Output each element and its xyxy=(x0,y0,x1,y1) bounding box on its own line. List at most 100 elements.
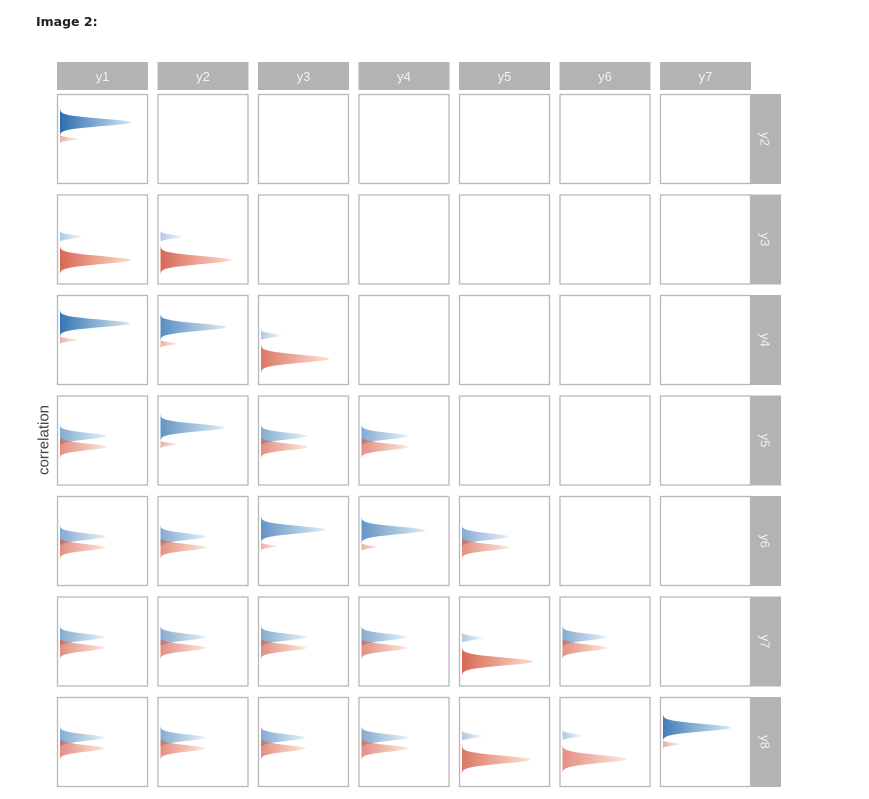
panel-y5-y7 xyxy=(659,395,752,486)
panel-y3-y4 xyxy=(358,194,450,285)
col-label: y1 xyxy=(96,69,110,84)
density-positive xyxy=(160,517,207,545)
density-negative xyxy=(361,438,409,467)
density-negative xyxy=(462,739,531,774)
row-strip-y6 xyxy=(750,496,781,586)
panel-y3-y6 xyxy=(559,194,651,285)
row-label: y2 xyxy=(758,132,773,146)
col-label: y5 xyxy=(498,69,512,84)
row-strip-y2 xyxy=(750,94,781,184)
density-positive xyxy=(160,617,207,646)
row-strip-y5 xyxy=(750,395,781,486)
panel-y6-y3 xyxy=(257,495,350,587)
density-tail xyxy=(462,626,484,643)
density-positive xyxy=(361,416,409,445)
density-negative xyxy=(160,239,232,274)
row-label: y5 xyxy=(758,434,773,448)
row-label: y7 xyxy=(758,635,773,649)
panel-y5-y2 xyxy=(157,395,249,486)
panel-y8-y7 xyxy=(659,696,752,788)
panel-y2-y4 xyxy=(358,93,450,185)
panel-y4-y5 xyxy=(458,294,551,386)
density-positive xyxy=(361,512,426,544)
panel-y8-y6 xyxy=(559,696,651,788)
col-label: y2 xyxy=(196,69,210,84)
row-label: y4 xyxy=(758,333,773,347)
panel-y2-y6 xyxy=(559,93,651,185)
panel-y3-y7 xyxy=(659,194,752,285)
row-strips: y2 y3 y4 y5 y6 y7 y8 xyxy=(750,94,781,787)
density-positive xyxy=(261,416,308,445)
density-positive xyxy=(361,617,408,646)
density-positive xyxy=(361,718,409,746)
density-negative xyxy=(261,338,330,373)
col-strip-y2 xyxy=(157,62,249,90)
density-tail xyxy=(60,136,78,148)
density-negative xyxy=(562,738,627,773)
density-negative xyxy=(60,740,105,768)
col-strip-y7 xyxy=(660,62,751,90)
density-tail xyxy=(562,723,582,740)
density-tail xyxy=(160,224,182,241)
panel-y4-y7 xyxy=(659,294,752,386)
panel-y4-y4 xyxy=(358,294,450,386)
density-positive xyxy=(261,718,306,746)
density-positive xyxy=(663,709,732,742)
density-negative xyxy=(261,639,307,668)
panel-y2-y7 xyxy=(659,93,752,185)
panel-y3-y2 xyxy=(157,194,249,285)
col-strip-y5 xyxy=(459,62,550,90)
density-positive xyxy=(261,511,326,544)
density-positive xyxy=(160,308,227,341)
row-strip-y8 xyxy=(750,697,781,787)
panel-y6-y4 xyxy=(358,495,450,587)
density-negative xyxy=(160,740,206,768)
panel-y3-y3 xyxy=(257,194,350,285)
density-tail xyxy=(361,544,378,556)
density-positive xyxy=(60,305,131,337)
row-strip-y3 xyxy=(750,194,781,285)
density-negative xyxy=(462,641,534,676)
panel-y3-y1 xyxy=(56,194,149,285)
panel-y2-y3 xyxy=(257,93,350,185)
panel-y3-y5 xyxy=(458,194,551,285)
panel-y2-y2 xyxy=(157,93,249,185)
density-negative xyxy=(562,639,608,668)
col-strip-y4 xyxy=(358,62,450,90)
density-tail xyxy=(160,441,177,454)
panel-y4-y3 xyxy=(257,294,350,386)
panel-y7-y7 xyxy=(659,596,752,687)
density-positive xyxy=(462,517,509,545)
density-negative xyxy=(361,639,408,668)
row-strip-y4 xyxy=(750,295,781,385)
density-negative xyxy=(60,239,132,274)
panels xyxy=(56,93,752,788)
col-strip-y3 xyxy=(258,62,349,90)
row-label: y3 xyxy=(758,233,773,247)
density-negative xyxy=(261,740,306,768)
panel-y4-y2 xyxy=(157,294,249,386)
panel-y6-y7 xyxy=(659,495,752,587)
density-negative xyxy=(361,740,409,768)
panel-y2-y1 xyxy=(56,93,149,185)
density-positive xyxy=(160,718,206,746)
row-label: y8 xyxy=(758,735,773,749)
col-label: y3 xyxy=(297,69,311,84)
panel-y4-y6 xyxy=(559,294,651,386)
density-positive xyxy=(60,104,132,136)
density-positive xyxy=(261,617,307,646)
density-negative xyxy=(60,639,105,668)
density-negative xyxy=(60,539,106,567)
density-tail xyxy=(60,337,78,349)
col-strip-y1 xyxy=(57,62,148,90)
density-tail xyxy=(261,323,282,340)
density-negative xyxy=(462,539,509,567)
density-positive xyxy=(60,718,105,746)
col-label: y4 xyxy=(397,69,411,84)
panel-y6-y6 xyxy=(559,495,651,587)
col-label: y7 xyxy=(699,69,713,84)
panel-y7-y5 xyxy=(458,596,551,687)
density-tail xyxy=(60,224,82,241)
density-tail xyxy=(261,543,278,556)
